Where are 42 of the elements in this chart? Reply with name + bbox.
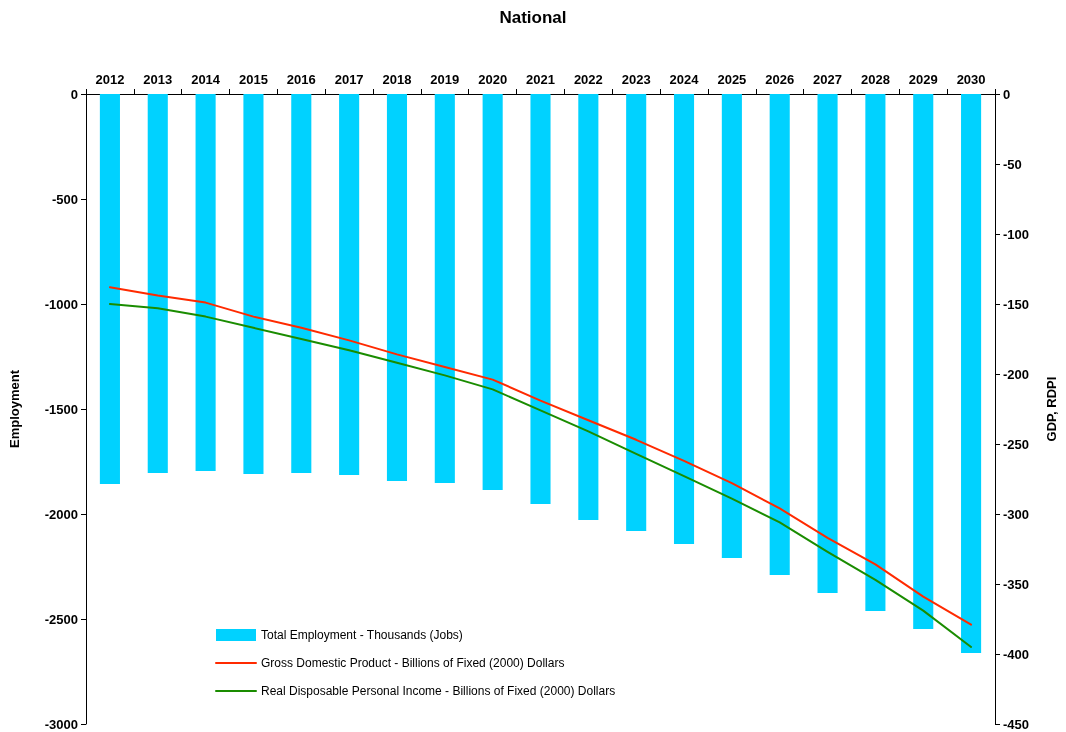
y2-tick-label: -50 <box>1003 156 1022 172</box>
y2-tick-label: -200 <box>1003 366 1030 382</box>
x-tick-label: 2025 <box>717 72 747 87</box>
y2-tick-label: -450 <box>1003 716 1030 732</box>
x-tick-label: 2018 <box>382 72 412 87</box>
y2-tick-label: -350 <box>1003 576 1030 592</box>
y2-axis-title: GDP, RDPI <box>1044 376 1059 442</box>
y-tick-label: -1000 <box>44 296 78 312</box>
x-tick-label: 2022 <box>573 72 603 87</box>
x-tick-label: 2013 <box>143 72 173 87</box>
x-tick-label: 2030 <box>956 72 986 87</box>
y-tick-label: -2000 <box>44 506 78 522</box>
chart-title: National <box>499 8 567 27</box>
y-tick-label: -1500 <box>44 401 78 417</box>
y2-tick-label: -150 <box>1003 296 1030 312</box>
x-tick-label: 2026 <box>765 72 795 87</box>
y-tick-label: -3000 <box>44 716 78 732</box>
x-tick-label: 2021 <box>526 72 555 87</box>
y2-tick-label: -300 <box>1003 506 1030 522</box>
y2-tick-label: -100 <box>1003 226 1030 242</box>
legend-label: Total Employment - Thousands (Jobs) <box>261 628 463 642</box>
y2-tick-label: 0 <box>1003 86 1011 102</box>
x-tick-label: 2012 <box>95 72 125 87</box>
x-tick-label: 2023 <box>621 72 651 87</box>
legend-label: Gross Domestic Product - Billions of Fixed (2000) Dollars <box>261 656 565 670</box>
x-tick-label: 2017 <box>334 72 364 87</box>
x-tick-label: 2024 <box>669 72 700 87</box>
x-tick-label: 2016 <box>286 72 316 87</box>
x-tick-label: 2020 <box>478 72 508 87</box>
x-tick-label: 2019 <box>430 72 460 87</box>
x-tick-label: 2027 <box>813 72 843 87</box>
y-tick-label: -2500 <box>44 611 78 627</box>
y-axis-title: Employment <box>7 369 22 449</box>
y2-tick-label: -400 <box>1003 646 1030 662</box>
y-tick-label: 0 <box>70 86 78 102</box>
y2-tick-label: -250 <box>1003 436 1030 452</box>
y-tick-label: -500 <box>51 191 78 207</box>
x-tick-label: 2015 <box>238 72 268 87</box>
legend-label: Real Disposable Personal Income - Billions of Fixed (2000) Dollars <box>261 684 616 698</box>
x-tick-label: 2029 <box>908 72 938 87</box>
x-tick-label: 2028 <box>860 72 890 87</box>
x-tick-label: 2014 <box>191 72 221 87</box>
